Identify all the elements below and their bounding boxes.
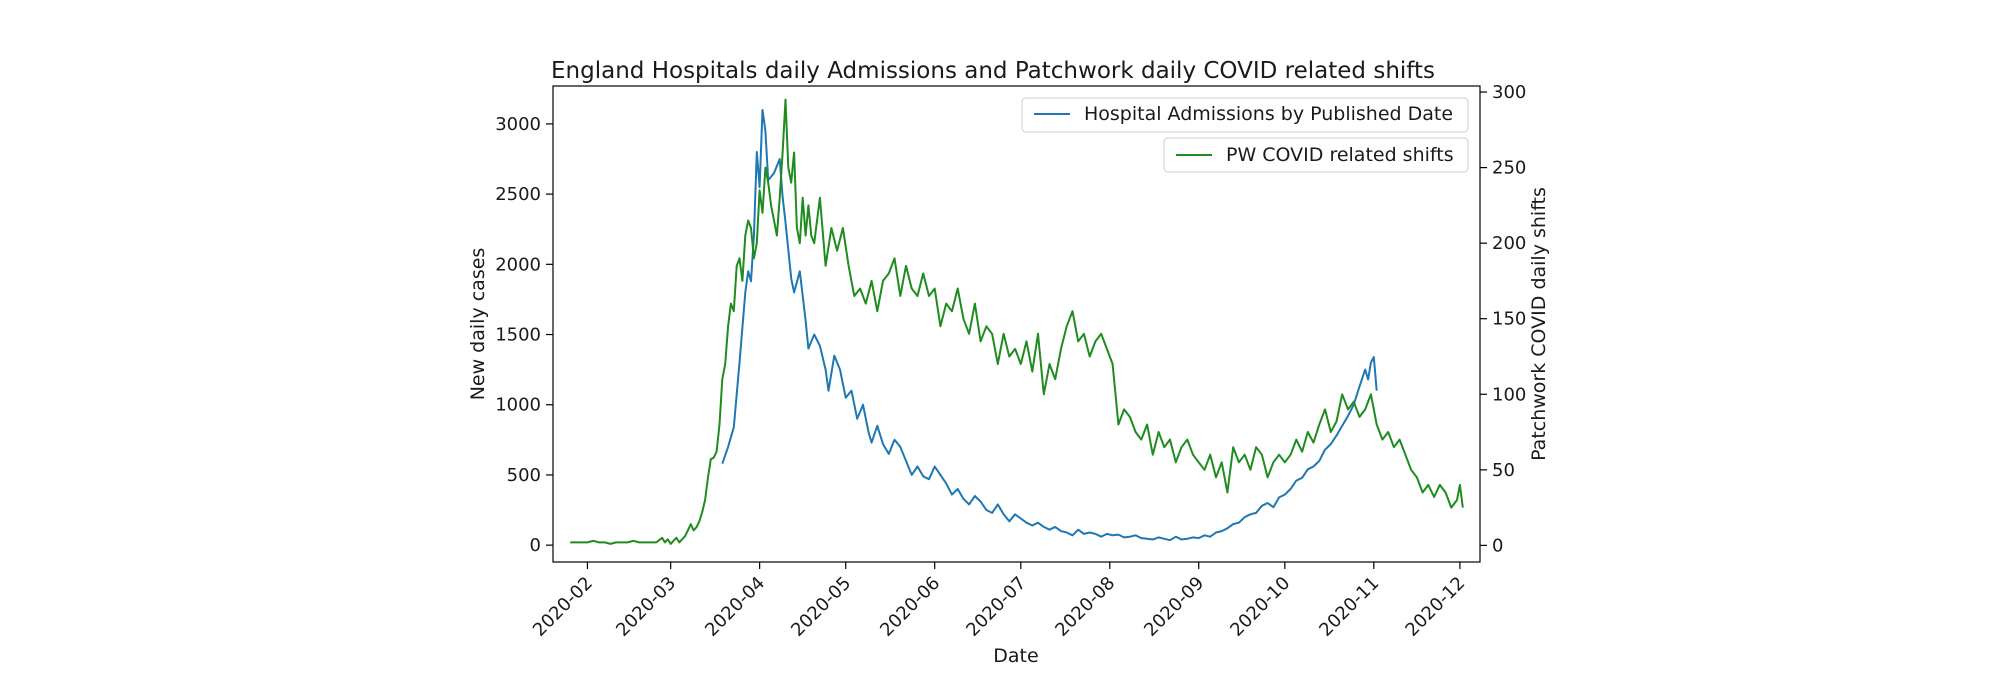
y-tick-label-left: 500: [507, 465, 541, 486]
y-axis-label-left: New daily cases: [467, 248, 489, 401]
legend-hospital: Hospital Admissions by Published Date: [1021, 97, 1469, 133]
x-tick-label: 2020-03: [612, 573, 680, 641]
legend-pw-label: PW COVID related shifts: [1226, 144, 1454, 166]
legend-pw: PW COVID related shifts: [1163, 137, 1469, 173]
y-tick-label-right: 250: [1492, 158, 1526, 179]
plot-frame: [552, 85, 1481, 563]
y-tick-label-left: 2000: [495, 254, 541, 275]
legend-pw-box: [1163, 137, 1469, 173]
legend-hospital-label: Hospital Admissions by Published Date: [1084, 103, 1453, 125]
y-tick-label-left: 0: [530, 535, 541, 556]
x-tick-label: 2020-08: [1051, 573, 1119, 641]
y-tick-label-right: 50: [1492, 460, 1515, 481]
x-tick-label: 2020-10: [1226, 573, 1294, 641]
x-tick-label: 2020-12: [1401, 573, 1469, 641]
right-axis: 0 50 100 150 200 250 300: [1480, 82, 1526, 556]
y-tick-label-left: 2500: [495, 184, 541, 205]
chart-title: England Hospitals daily Admissions and P…: [551, 58, 1435, 84]
x-tick-label: 2020-04: [701, 573, 769, 641]
series-layer: [570, 98, 1464, 545]
x-tick-label: 2020-02: [529, 573, 597, 641]
x-tick-label: 2020-09: [1140, 573, 1208, 641]
x-tick-label: 2020-11: [1315, 573, 1383, 641]
legend-hospital-box: [1021, 97, 1469, 133]
x-tick-label: 2020-06: [876, 573, 944, 641]
y-tick-label-right: 100: [1492, 384, 1526, 405]
series-line-hospital-admissions: [721, 108, 1378, 542]
x-tick-label: 2020-05: [787, 573, 855, 641]
y-tick-label-left: 3000: [495, 114, 541, 135]
x-tick-label: 2020-07: [962, 573, 1030, 641]
y-axis-label-right: Patchwork COVID daily shifts: [1528, 187, 1550, 461]
y-tick-label-right: 150: [1492, 309, 1526, 330]
x-axis: 2020-02 2020-03 2020-04 2020-05 2020-06 2020-…: [529, 562, 1469, 641]
y-tick-label-left: 1500: [495, 325, 541, 346]
y-tick-label-right: 0: [1492, 535, 1503, 556]
x-axis-label: Date: [993, 645, 1038, 667]
y-tick-label-right: 200: [1492, 233, 1526, 254]
y-tick-label-right: 300: [1492, 82, 1526, 103]
series-line-pw-covid-shifts: [570, 98, 1464, 545]
y-tick-label-left: 1000: [495, 395, 541, 416]
left-axis: 0 500 1000 1500 2000 2500 3000: [495, 114, 553, 556]
